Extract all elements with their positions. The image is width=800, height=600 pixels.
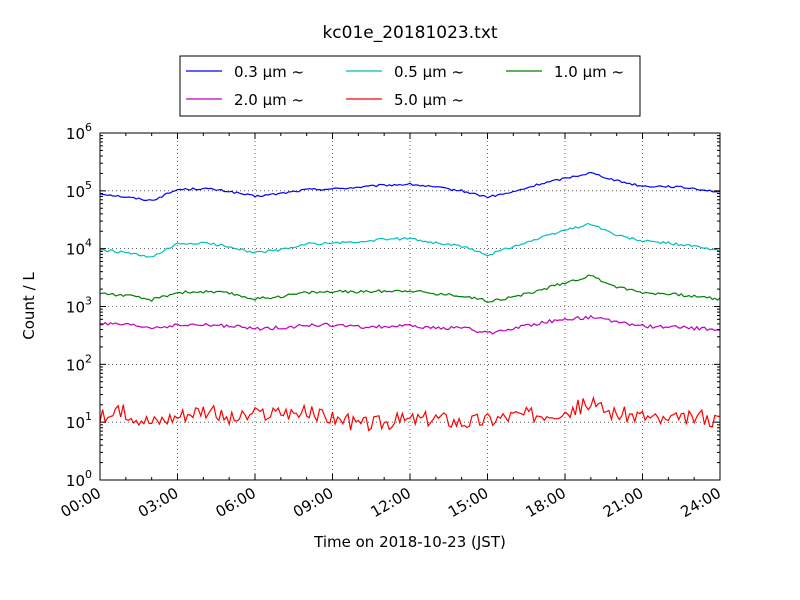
x-axis-label: Time on 2018-10-23 (JST) [313, 533, 506, 551]
y-tick-label: 104 [66, 237, 92, 259]
legend-label: 0.3 μm ~ [234, 63, 304, 81]
y-tick-label: 105 [66, 179, 92, 201]
y-tick-label: 100 [66, 468, 92, 490]
series-line-4 [99, 314, 721, 335]
y-tick-label: 102 [66, 352, 92, 374]
legend-label: 5.0 μm ~ [394, 91, 464, 109]
legend-label: 2.0 μm ~ [234, 91, 304, 109]
legend-label: 0.5 μm ~ [394, 63, 464, 81]
chart-title: kc01e_20181023.txt [322, 23, 497, 43]
y-tick-label: 103 [66, 295, 92, 317]
y-tick-label: 106 [66, 121, 92, 143]
series-line-3 [99, 274, 721, 303]
series-line-1 [99, 171, 721, 201]
y-tick-label: 101 [66, 410, 92, 432]
series-lines [99, 171, 721, 432]
series-line-5 [99, 395, 721, 432]
legend-frame [179, 55, 641, 117]
series-line-2 [99, 222, 721, 258]
axis-ticks [99, 132, 721, 481]
y-axis-label: Count / L [20, 272, 38, 340]
grid-lines [100, 133, 720, 480]
legend-label: 1.0 μm ~ [554, 63, 624, 81]
y-tick-labels: 100 101 102 103 104 105 106 [66, 121, 92, 490]
legend: 0.3 μm ~ 0.5 μm ~ 1.0 μm ~ 2.0 μm ~ 5.0 μm ~ [179, 55, 641, 117]
